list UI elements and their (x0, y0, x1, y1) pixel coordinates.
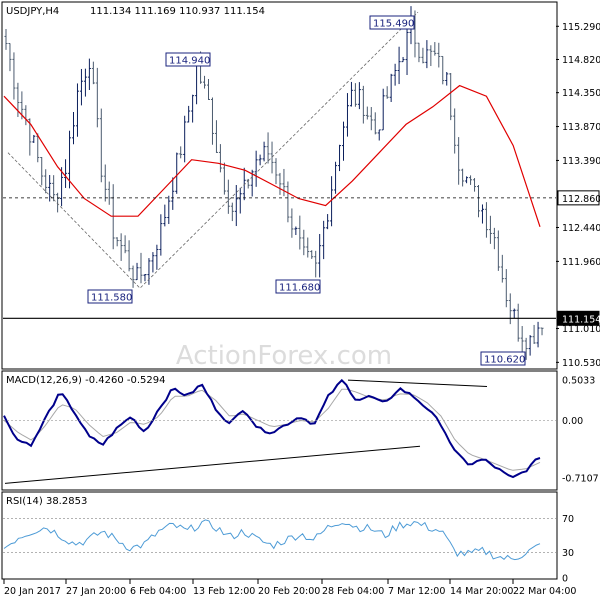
level-tag (557, 310, 600, 326)
price-tick-label: 111.960 (562, 257, 600, 268)
x-tick-label: 14 Mar 20:00 (450, 586, 513, 597)
level-label: 111.154 (562, 314, 600, 325)
price-layer: 112.860 111.154 115.490 114.940 111.580 111.6… (3, 6, 600, 366)
macd-resistance-line (347, 379, 488, 388)
price-tick-label: 115.290 (562, 22, 600, 33)
rsi-panel (1, 491, 558, 580)
price-annotation-label: 114.940 (169, 56, 210, 67)
price-tick-label: 113.870 (562, 122, 600, 133)
chart-ohlc: 111.134 111.169 110.937 111.154 (90, 6, 265, 17)
rsi-tick-label: 30 (562, 548, 574, 559)
macd-main-line (3, 378, 541, 479)
price-tick-label: 114.820 (562, 55, 600, 66)
x-tick-label: 20 Jan 2017 (4, 586, 61, 597)
price-annotation-box (369, 15, 415, 30)
macd-signal-line (3, 388, 541, 471)
price-annotation-label: 110.620 (484, 355, 525, 366)
price-tick-label: 114.350 (562, 88, 600, 99)
price-tick-label: 111.010 (562, 324, 600, 335)
rsi-tick-label: 70 (562, 514, 574, 525)
x-tick-label: 20 Feb 20:00 (258, 586, 320, 597)
rsi-layer: RSI(14) 38.2853 (3, 496, 556, 561)
x-tick-label: 27 Jan 20:00 (66, 586, 126, 597)
price-annotation-box (165, 52, 211, 67)
rsi-tick-label: 0 (562, 574, 568, 585)
price-tick-label: 110.530 (562, 358, 600, 369)
level-tag (557, 190, 600, 206)
macd-support-line (4, 445, 421, 484)
x-tick-label: 28 Feb 04:00 (322, 586, 384, 597)
axis-layer: 115.290 114.820 114.350 113.870 113.390 112.4… (3, 22, 600, 597)
price-annotation-label: 111.580 (91, 293, 132, 304)
macd-layer: MACD(12,26,9) -0.4260 -0.5294 (3, 375, 556, 484)
price-tick-label: 112.440 (562, 223, 600, 234)
rsi-line (3, 519, 541, 561)
price-annotation-box (480, 351, 526, 366)
price-annotation-label: 111.680 (279, 283, 320, 294)
moving-average-line (3, 84, 541, 227)
x-tick-label: 7 Mar 12:00 (388, 586, 445, 597)
price-annotation-label: 115.490 (373, 19, 414, 30)
x-tick-label: 13 Feb 12:00 (193, 586, 255, 597)
x-tick-label: 22 Mar 04:00 (513, 586, 576, 597)
macd-tick-label: -0.7107 (562, 473, 599, 484)
level-label: 112.860 (562, 194, 600, 205)
macd-title: MACD(12,26,9) -0.4260 -0.5294 (6, 375, 166, 386)
watermark: ActionForex.com (176, 341, 392, 371)
trend-dashed-line (7, 11, 419, 289)
macd-tick-label: 0.5033 (562, 375, 595, 386)
price-annotation-box (87, 289, 133, 304)
macd-tick-label: 0.00 (562, 416, 583, 427)
macd-panel (1, 370, 558, 491)
chart-symbol: USDJPY,H4 (6, 6, 59, 17)
x-tick-label: 6 Feb 04:00 (130, 586, 186, 597)
rsi-title: RSI(14) 38.2853 (6, 496, 87, 507)
price-tick-label: 113.390 (562, 156, 600, 167)
price-annotation-box (275, 279, 321, 294)
